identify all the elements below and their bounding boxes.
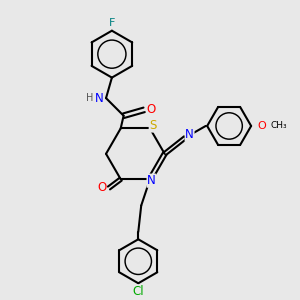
Text: N: N [185, 128, 194, 141]
Text: CH₃: CH₃ [271, 122, 287, 130]
Text: F: F [109, 18, 115, 28]
Text: O: O [97, 182, 106, 194]
Text: N: N [95, 92, 104, 105]
Text: H: H [86, 93, 94, 103]
Text: N: N [147, 174, 156, 187]
Text: O: O [147, 103, 156, 116]
Text: Cl: Cl [133, 285, 144, 298]
Text: O: O [257, 121, 266, 131]
Text: S: S [149, 119, 157, 132]
